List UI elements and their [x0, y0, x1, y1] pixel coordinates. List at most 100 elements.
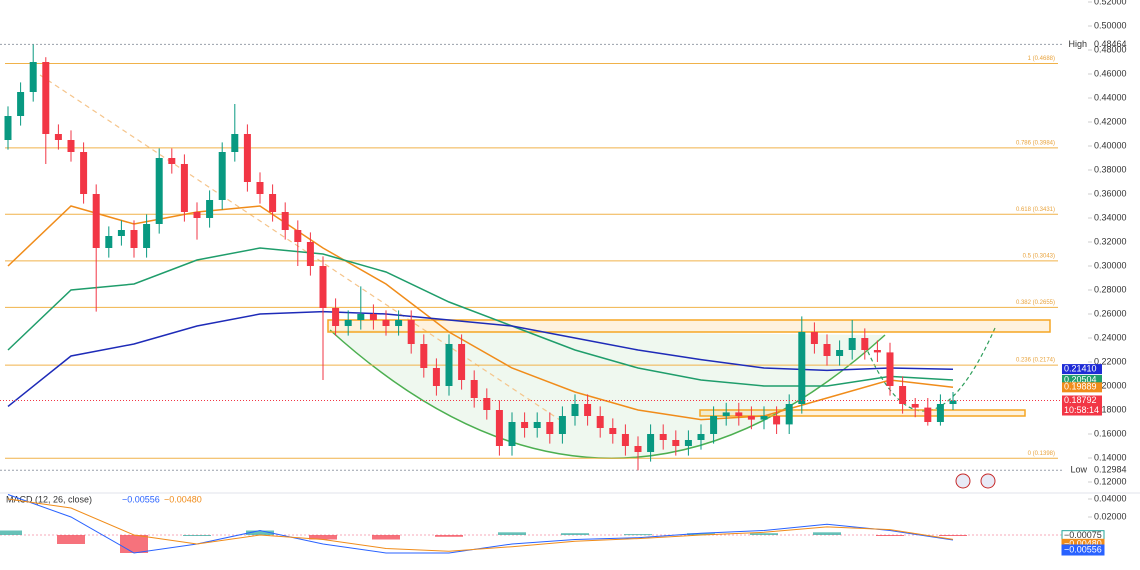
candle-body — [155, 158, 163, 224]
candle-body — [659, 434, 667, 440]
y-tick-label: 0.16000 — [1094, 428, 1127, 438]
y-tick-label: 0.12000 — [1094, 476, 1127, 486]
candle-body — [306, 242, 314, 266]
candle-body — [80, 152, 88, 194]
countdown: 10:58:14 — [1064, 405, 1099, 415]
y-tick-label: 0.34000 — [1094, 212, 1127, 222]
candle-body — [886, 352, 894, 386]
candle-body — [672, 440, 680, 446]
candle-body — [17, 92, 25, 116]
candle-body — [92, 194, 100, 248]
candle-body — [369, 314, 377, 320]
price-tag — [1062, 382, 1102, 393]
candle-body — [395, 320, 403, 326]
macd-histogram-bar — [498, 532, 526, 535]
macd-histogram-bar — [624, 534, 652, 536]
candle-body — [735, 412, 743, 416]
moving-average — [7, 205, 954, 421]
y-tick-label: 0.18000 — [1094, 404, 1127, 414]
event-icon — [955, 473, 971, 489]
macd-histogram-bar — [372, 535, 400, 540]
candle-body — [810, 332, 818, 344]
macd-histogram-bar — [183, 535, 211, 536]
candle-body — [180, 164, 188, 212]
price-tag — [1062, 364, 1102, 375]
fib-label: 0 (0.1398) — [1028, 451, 1055, 457]
candle-body — [382, 320, 390, 326]
candle-body — [357, 314, 365, 320]
macd-histogram-bar — [57, 535, 85, 544]
y-tick-label: 0.52000 — [1094, 0, 1127, 6]
candle-body — [54, 134, 62, 140]
macd-histogram-bar — [876, 535, 904, 536]
candle-body — [899, 386, 907, 404]
candle-body — [445, 344, 453, 386]
candle-body — [470, 380, 478, 398]
candle-body — [130, 230, 138, 248]
candle-body — [785, 404, 793, 425]
y-tick-label: 0.48000 — [1094, 44, 1127, 54]
candle-body — [319, 266, 327, 308]
macd-y-tick-label: 0.04000 — [1094, 493, 1127, 503]
price-tag-label: 0.18792 — [1064, 395, 1097, 405]
candle-body — [533, 422, 541, 428]
macd-histogram-bar — [246, 530, 274, 535]
candle-body — [936, 404, 944, 422]
macd-histogram-bar — [0, 530, 22, 535]
low-line-value: 0.12984 — [1094, 465, 1127, 475]
y-tick-label: 0.38000 — [1094, 164, 1127, 174]
candle-body — [823, 344, 831, 356]
candle-body — [773, 416, 781, 425]
macd-histogram-bar — [561, 533, 589, 535]
candle-body — [861, 338, 869, 350]
y-tick-label: 0.46000 — [1094, 68, 1127, 78]
macd-tag-label: −0.00480 — [1064, 539, 1102, 549]
price-tag-label: 0.19889 — [1064, 382, 1097, 392]
candle-body — [798, 332, 806, 404]
cup-shading — [330, 330, 885, 459]
macd-histogram-bar — [813, 532, 841, 535]
candle-body — [117, 230, 125, 236]
candle-body — [634, 446, 642, 452]
candle-body — [458, 344, 466, 380]
countdown-box — [1062, 405, 1102, 416]
candle-body — [218, 152, 226, 200]
candle-body — [420, 344, 428, 368]
candle-body — [168, 158, 176, 164]
y-tick-label: 0.50000 — [1094, 20, 1127, 30]
candle-body — [281, 212, 289, 230]
price-tag — [1062, 395, 1102, 406]
macd-tag-label: −0.00556 — [1064, 544, 1102, 554]
candle-body — [508, 422, 516, 446]
candle-body — [609, 428, 617, 434]
candle-body — [483, 398, 491, 410]
candle-body — [294, 230, 302, 242]
candle-body — [243, 134, 251, 182]
macd-legend-value: −0.00480 — [164, 494, 202, 504]
candle-body — [521, 422, 529, 428]
macd-tag-label: −0.00075 — [1064, 530, 1102, 540]
fib-label: 0.382 (0.2655) — [1016, 300, 1055, 306]
candle-body — [67, 140, 75, 152]
price-tag-label: 0.20504 — [1064, 374, 1097, 384]
y-tick-label: 0.40000 — [1094, 140, 1127, 150]
price-tag — [1062, 374, 1102, 385]
candle-body — [256, 182, 264, 194]
y-tick-label: 0.44000 — [1094, 92, 1127, 102]
fib-label: 1 (0.4688) — [1028, 56, 1055, 62]
candle-body — [193, 212, 201, 218]
candle-body — [873, 350, 881, 353]
candle-body — [231, 134, 239, 152]
macd-tag — [1061, 544, 1105, 556]
candle-body — [432, 368, 440, 386]
candle-body — [697, 434, 705, 440]
candle-body — [546, 422, 554, 434]
candle-body — [332, 308, 340, 326]
candle-body — [924, 407, 932, 422]
macd-histogram-bar — [435, 535, 463, 537]
candle-body — [269, 194, 277, 212]
candle-body — [710, 416, 718, 434]
candle-body — [584, 404, 592, 416]
fib-label: 0.618 (0.3431) — [1016, 207, 1055, 213]
